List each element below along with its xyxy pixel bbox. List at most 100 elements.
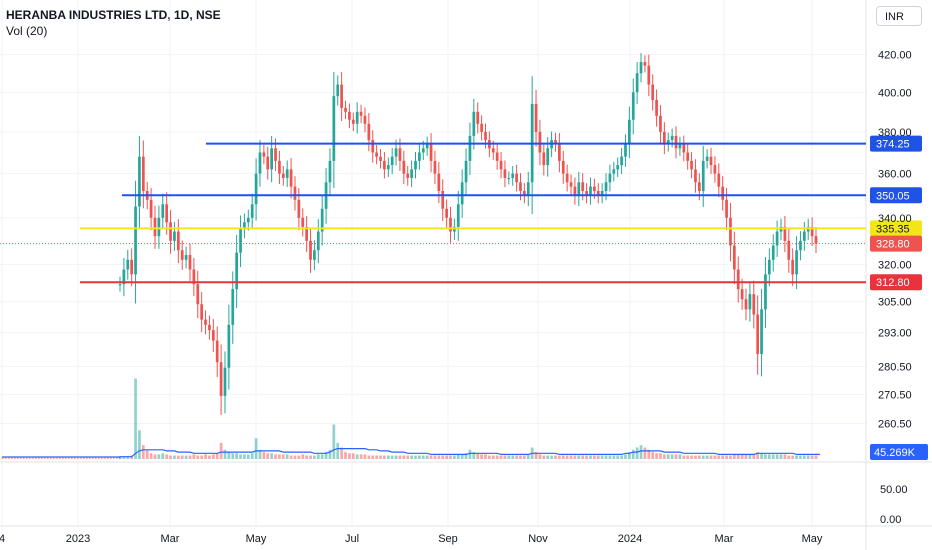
candle-body	[386, 165, 390, 170]
price-tick-label: 270.50	[878, 389, 912, 401]
volume-bar	[17, 457, 19, 459]
candle-body	[285, 169, 289, 178]
volume-bar	[701, 455, 705, 459]
volume-bar	[779, 454, 783, 459]
time-axis[interactable]: 4 2023 Mar May Jul Sep Nov 2024 Mar May	[0, 533, 823, 545]
candle-body	[620, 156, 623, 166]
candle-body	[188, 255, 192, 270]
candle-body	[336, 84, 340, 97]
horizontal-levels[interactable]: 374.25 350.05 335.35 312.80 328.80 45.269K	[0, 135, 928, 460]
candle-body	[281, 173, 285, 178]
time-tick-label: 4	[0, 533, 5, 545]
candle-body	[752, 294, 756, 315]
candle-body	[421, 148, 425, 153]
volume-bar	[2, 457, 4, 459]
candle-body	[659, 115, 662, 132]
candle-body	[499, 160, 503, 170]
volume-bar	[316, 454, 320, 459]
candle-body	[410, 169, 413, 178]
candle-body	[491, 148, 495, 153]
candle-body	[670, 135, 674, 141]
candle-body	[647, 65, 651, 85]
candle-body	[511, 173, 515, 178]
candle-body	[239, 229, 242, 253]
candle-body	[484, 131, 487, 141]
candle-body	[149, 199, 153, 218]
volume-bar	[764, 454, 767, 459]
candle-body	[250, 204, 254, 218]
volume-bar	[538, 454, 542, 459]
volume-bar	[313, 455, 316, 459]
candle-body	[468, 135, 472, 161]
volume-bar	[635, 447, 639, 459]
volume-bar	[83, 457, 85, 459]
volume-bar	[149, 453, 153, 459]
volume-indicator-label[interactable]: Vol (20)	[6, 24, 48, 38]
level-price-tag	[870, 274, 922, 291]
volume-bar	[503, 455, 507, 459]
volume-bar	[348, 453, 351, 459]
candle-body	[441, 191, 445, 209]
volume-bar	[410, 455, 413, 459]
time-tick-label: Mar	[161, 533, 180, 545]
volume-bar	[697, 455, 701, 459]
volume-bar	[456, 454, 460, 459]
volume-bar	[802, 455, 806, 459]
candle-body	[243, 222, 246, 230]
candle-body	[429, 144, 433, 161]
volume-bar	[86, 457, 88, 459]
price-axis[interactable]: 420.00 400.00 380.00 360.00 340.00 320.00 305.…	[878, 50, 912, 526]
candle-body	[760, 309, 763, 355]
volume-bar	[53, 457, 55, 459]
volume-bar	[231, 453, 235, 459]
price-tick-label: 320.00	[878, 260, 912, 272]
volume-bar	[165, 454, 169, 459]
candle-body	[340, 84, 343, 108]
volume-bar	[425, 455, 429, 459]
volume-bar	[98, 457, 100, 459]
candle-body	[309, 240, 312, 260]
volume-bar	[332, 424, 336, 459]
candle-body	[141, 156, 145, 191]
volume-bar	[631, 449, 635, 459]
volume-bar	[50, 457, 52, 459]
candle-body	[456, 204, 460, 227]
price-tick-label: 305.00	[878, 297, 912, 309]
volume-bar	[379, 455, 382, 459]
candle-body	[705, 156, 709, 161]
volume-bar	[476, 453, 480, 459]
volume-bar	[398, 455, 402, 459]
volume-bar	[678, 454, 682, 459]
volume-bar	[65, 457, 67, 459]
volume-tick-label: 0.00	[880, 514, 901, 526]
volume-bar	[305, 455, 308, 459]
volume-bar	[639, 445, 643, 459]
volume-bar	[480, 454, 483, 459]
volume-bar	[281, 454, 285, 459]
volume-bar	[406, 455, 410, 459]
candle-body	[701, 160, 705, 191]
candle-body	[799, 240, 802, 251]
volume-bar	[616, 455, 620, 459]
candle-body	[526, 182, 530, 196]
volume-bar	[145, 449, 149, 459]
volume-bar	[116, 457, 118, 459]
volume-bar	[62, 457, 64, 459]
candle-body	[266, 156, 270, 170]
candle-body	[542, 152, 546, 166]
volume-bar	[713, 455, 717, 459]
volume-bar	[709, 455, 713, 459]
candle-body	[348, 111, 351, 120]
candle-body	[270, 148, 274, 170]
candle-body	[383, 160, 386, 170]
candle-body	[126, 259, 130, 270]
volume-bar	[620, 455, 623, 459]
candle-body	[495, 152, 499, 161]
volume-bar	[655, 453, 658, 459]
volume-bar	[647, 449, 651, 459]
candle-body	[643, 61, 647, 66]
currency-selector[interactable]: INR	[876, 6, 922, 26]
volume-bar	[729, 455, 732, 459]
candle-body	[320, 208, 324, 232]
